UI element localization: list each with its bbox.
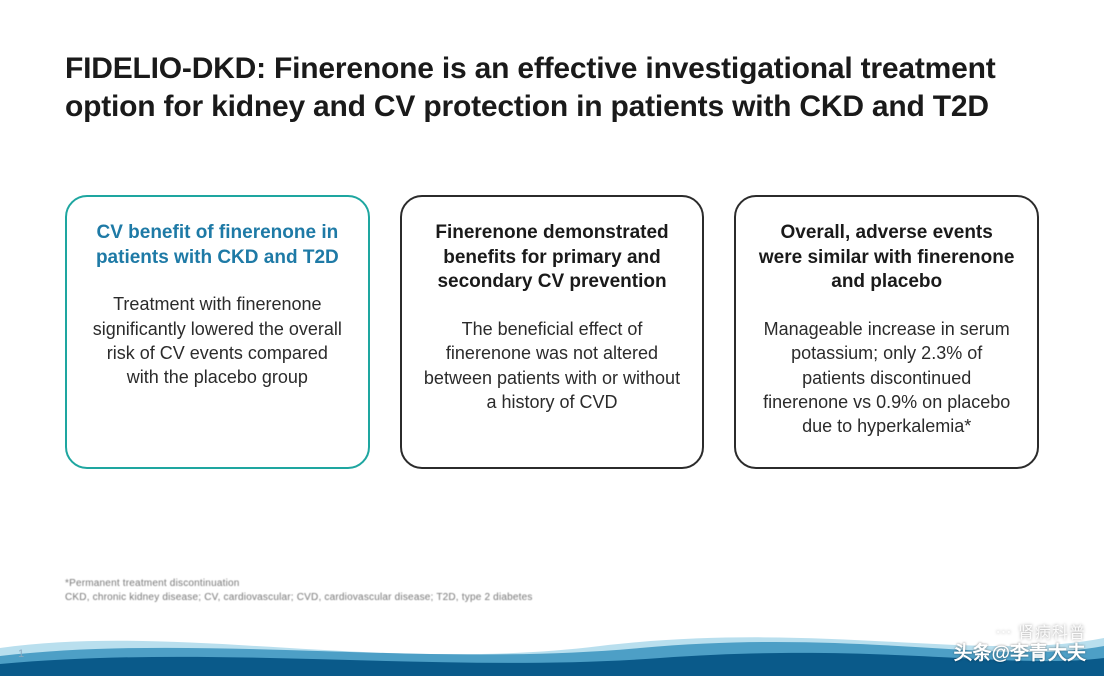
footnote-line: *Permanent treatment discontinuation <box>65 577 533 591</box>
card-heading: Finerenone demonstrated benefits for pri… <box>424 221 681 295</box>
decorative-wave <box>0 618 1104 676</box>
footnote-line: CKD, chronic kidney disease; CV, cardiov… <box>65 591 533 605</box>
card-cv-benefit: CV benefit of finerenone in patients wit… <box>65 195 370 469</box>
card-body: Treatment with finerenone significantly … <box>89 292 346 389</box>
slide-container: FIDELIO-DKD: Finerenone is an effective … <box>0 0 1104 676</box>
page-number: 1 <box>18 648 24 660</box>
card-heading: Overall, adverse events were similar wit… <box>758 221 1015 295</box>
card-row: CV benefit of finerenone in patients wit… <box>65 195 1039 469</box>
slide-title: FIDELIO-DKD: Finerenone is an effective … <box>65 50 1039 125</box>
footnotes: *Permanent treatment discontinuation CKD… <box>65 577 533 604</box>
card-heading: CV benefit of finerenone in patients wit… <box>89 221 346 270</box>
card-prevention: Finerenone demonstrated benefits for pri… <box>400 195 705 469</box>
card-body: Manageable increase in serum potassium; … <box>758 317 1015 438</box>
card-body: The beneficial effect of finerenone was … <box>424 317 681 414</box>
card-adverse-events: Overall, adverse events were similar wit… <box>734 195 1039 469</box>
